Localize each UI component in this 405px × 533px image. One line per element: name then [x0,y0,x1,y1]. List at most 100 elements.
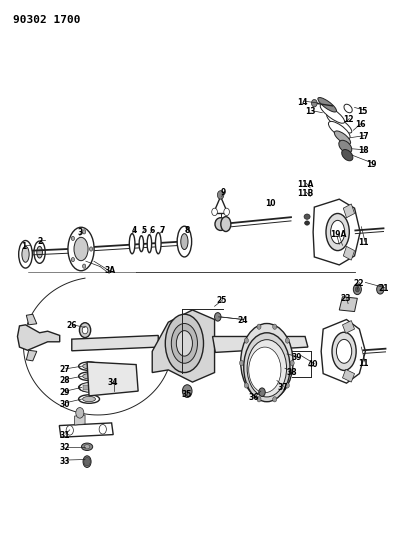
Text: 38: 38 [286,368,297,377]
Polygon shape [343,204,354,217]
Text: 11: 11 [358,359,369,367]
Circle shape [259,388,265,397]
Ellipse shape [249,347,281,393]
Polygon shape [75,415,85,425]
Ellipse shape [83,456,91,467]
Text: 25: 25 [217,296,227,305]
Ellipse shape [22,246,29,262]
Circle shape [79,322,91,337]
Ellipse shape [327,114,352,133]
Ellipse shape [342,150,353,161]
Ellipse shape [330,220,345,244]
Text: 26: 26 [66,321,77,330]
Polygon shape [343,320,354,333]
Text: 28: 28 [60,376,70,385]
Text: 32: 32 [60,443,70,453]
Ellipse shape [221,216,231,231]
Circle shape [224,208,230,216]
Text: 19: 19 [366,160,377,168]
Text: 11: 11 [358,238,369,247]
Text: 36: 36 [249,393,259,402]
Text: 5: 5 [142,226,147,235]
Ellipse shape [156,232,161,254]
Ellipse shape [139,236,144,252]
Text: 4: 4 [132,226,137,235]
Text: 23: 23 [340,294,351,303]
Circle shape [84,457,90,466]
Circle shape [290,360,294,366]
Ellipse shape [83,385,96,390]
Polygon shape [321,319,365,383]
Polygon shape [213,197,228,214]
Text: 12: 12 [343,115,353,124]
Text: 10: 10 [266,199,276,208]
Circle shape [353,284,361,295]
Polygon shape [17,325,60,350]
Text: 29: 29 [60,388,70,397]
Text: 1: 1 [21,242,26,251]
Text: 30: 30 [60,400,70,409]
Text: 17: 17 [358,132,369,141]
Circle shape [90,247,93,251]
Circle shape [99,424,107,434]
Ellipse shape [241,324,293,400]
Polygon shape [87,362,138,396]
Ellipse shape [74,237,88,261]
Ellipse shape [79,383,100,392]
Polygon shape [343,369,354,382]
Polygon shape [26,314,37,325]
Polygon shape [83,385,95,390]
Circle shape [355,287,359,292]
Ellipse shape [247,340,287,397]
Circle shape [66,425,73,435]
Text: 31: 31 [60,431,70,440]
Polygon shape [339,297,357,312]
Text: 37: 37 [278,383,288,392]
Ellipse shape [79,395,100,403]
Text: 7: 7 [160,226,165,235]
Ellipse shape [244,333,290,402]
Text: 21: 21 [378,284,389,293]
Polygon shape [313,199,360,265]
Ellipse shape [68,227,94,271]
Circle shape [212,208,217,216]
Circle shape [82,326,88,334]
Text: 18: 18 [358,147,369,156]
Ellipse shape [344,104,352,113]
Text: 35: 35 [181,390,192,399]
Text: 15: 15 [357,107,368,116]
Circle shape [244,338,248,343]
Text: 27: 27 [60,366,70,374]
Circle shape [83,264,86,268]
Circle shape [311,100,317,107]
Polygon shape [343,246,354,260]
Circle shape [273,324,277,329]
Ellipse shape [176,330,192,356]
Circle shape [71,236,75,240]
Ellipse shape [147,235,151,253]
Ellipse shape [129,233,135,254]
Polygon shape [26,350,37,361]
Text: 16: 16 [355,120,365,129]
Polygon shape [213,336,308,352]
Text: 14: 14 [297,98,307,107]
Text: 11A: 11A [297,180,313,189]
Ellipse shape [34,241,45,263]
Text: 19A: 19A [330,230,347,239]
Circle shape [215,313,221,321]
Circle shape [239,360,243,366]
Ellipse shape [79,362,100,370]
Text: 90302 1700: 90302 1700 [13,14,81,25]
Text: 9: 9 [221,188,226,197]
Polygon shape [72,335,158,351]
Ellipse shape [84,445,90,449]
Ellipse shape [337,340,352,364]
Ellipse shape [83,374,96,379]
Text: 13: 13 [305,107,315,116]
Ellipse shape [171,324,198,364]
Ellipse shape [79,383,99,392]
Text: 39: 39 [292,353,302,362]
Ellipse shape [83,364,96,369]
Circle shape [217,191,224,199]
Ellipse shape [215,217,226,230]
